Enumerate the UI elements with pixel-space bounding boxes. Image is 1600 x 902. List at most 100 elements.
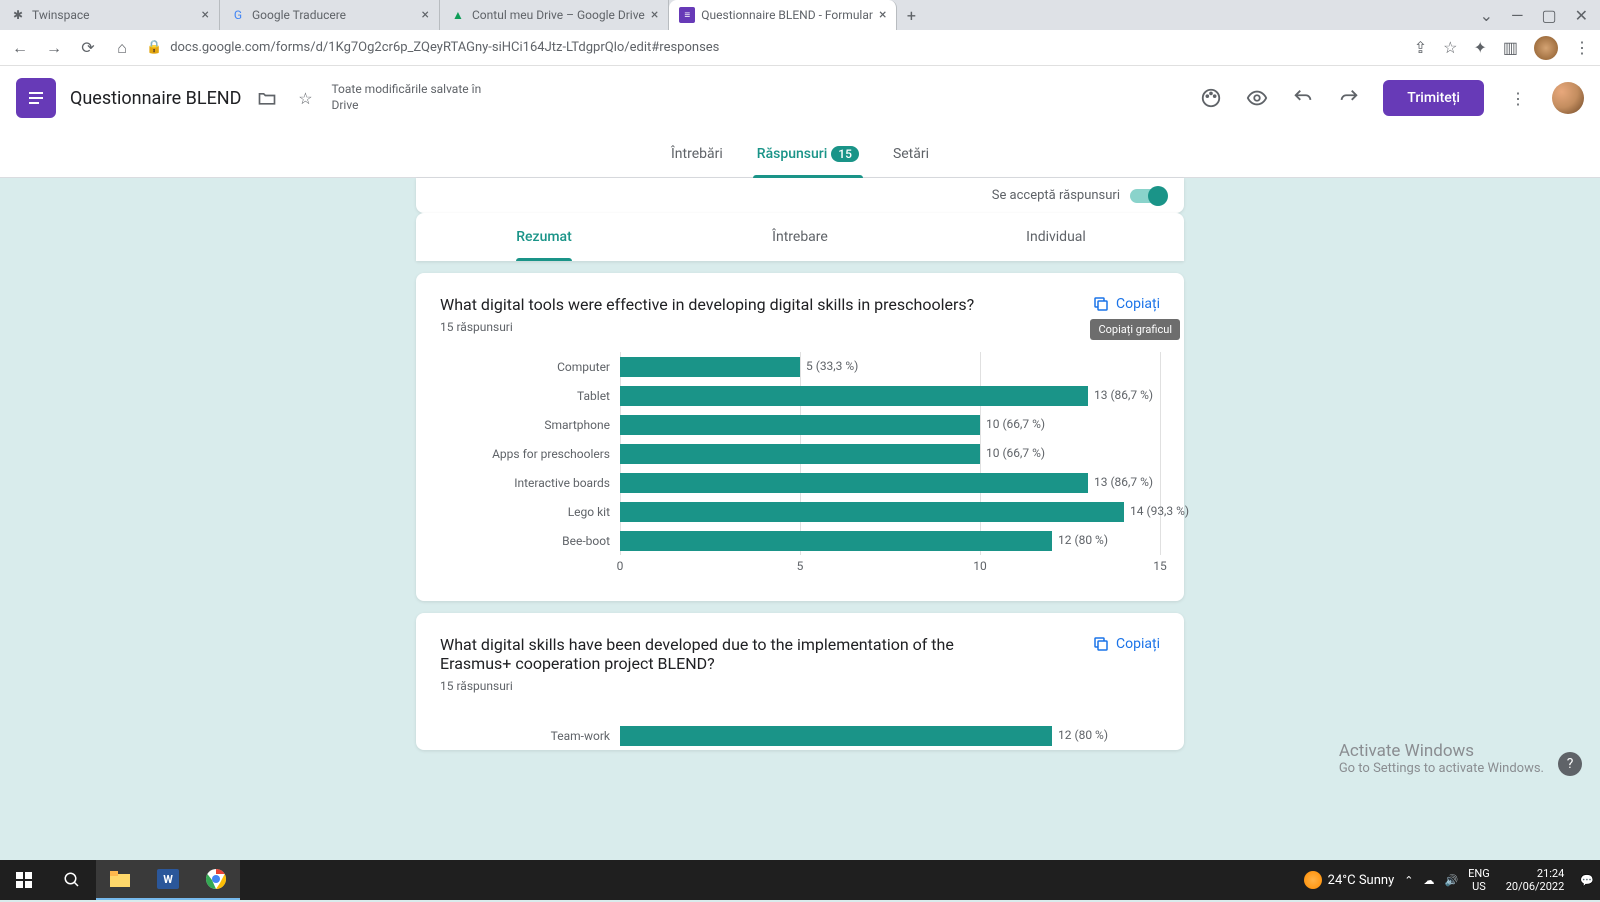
main-tabs: Întrebări Răspunsuri 15 Setări <box>0 130 1600 178</box>
tab-title: Questionnaire BLEND - Formular <box>701 8 873 22</box>
address-bar: ← → ⟳ ⌂ 🔒 docs.google.com/forms/d/1Kg7Og… <box>0 30 1600 66</box>
star-icon[interactable]: ☆ <box>293 86 317 110</box>
question-card: What digital skills have been developed … <box>416 613 1184 750</box>
browser-tab-strip: ✱ Twinspace × G Google Traducere × ▲ Con… <box>0 0 1600 30</box>
redo-icon[interactable] <box>1337 86 1361 110</box>
weather-widget[interactable]: 24°C Sunny <box>1304 871 1395 889</box>
close-icon[interactable]: × <box>422 7 429 23</box>
tab-title: Twinspace <box>32 8 196 22</box>
profile-avatar[interactable] <box>1534 36 1558 60</box>
responses-badge: 15 <box>831 146 859 162</box>
subtab-question[interactable]: Întrebare <box>672 213 928 261</box>
search-icon[interactable] <box>48 860 96 900</box>
close-icon[interactable]: × <box>651 7 658 23</box>
extensions-icon[interactable]: ✦ <box>1473 38 1486 57</box>
bar-fill <box>620 531 1052 551</box>
more-icon[interactable]: ⋮ <box>1506 86 1530 110</box>
bar-value-label: 13 (86,7 %) <box>1094 388 1153 402</box>
copy-button[interactable]: Copiați <box>1092 295 1160 313</box>
copy-button[interactable]: Copiați <box>1092 635 1160 653</box>
undo-icon[interactable] <box>1291 86 1315 110</box>
forward-icon[interactable]: → <box>44 38 64 58</box>
bar-value-label: 13 (86,7 %) <box>1094 475 1153 489</box>
copy-icon <box>1092 635 1110 653</box>
response-subtabs: Rezumat Întrebare Individual <box>416 213 1184 261</box>
bar-label: Team-work <box>440 729 620 743</box>
minimize-icon[interactable]: — <box>1511 6 1524 25</box>
content-area: Se acceptă răspunsuri Rezumat Întrebare … <box>0 178 1600 902</box>
axis-tick: 15 <box>1153 559 1167 573</box>
bar-fill <box>620 473 1088 493</box>
language-indicator[interactable]: ENGUS <box>1468 867 1490 893</box>
browser-tab[interactable]: ✱ Twinspace × <box>0 0 220 30</box>
subtab-individual[interactable]: Individual <box>928 213 1184 261</box>
maximize-icon[interactable]: ▢ <box>1541 6 1556 25</box>
palette-icon[interactable] <box>1199 86 1223 110</box>
start-button[interactable] <box>0 860 48 900</box>
account-avatar[interactable] <box>1552 82 1584 114</box>
subtab-summary[interactable]: Rezumat <box>416 213 672 261</box>
browser-tab[interactable]: G Google Traducere × <box>220 0 440 30</box>
onedrive-icon[interactable]: ☁ <box>1423 874 1434 887</box>
bar-value-label: 12 (80 %) <box>1058 728 1108 742</box>
help-icon[interactable]: ? <box>1558 752 1582 776</box>
browser-tab[interactable]: ▲ Contul meu Drive – Google Drive × <box>440 0 669 30</box>
lock-icon: 🔒 <box>146 40 162 55</box>
axis-tick: 10 <box>973 559 987 573</box>
bar-label: Tablet <box>440 389 620 403</box>
home-icon[interactable]: ⌂ <box>112 38 132 58</box>
response-count: 15 răspunsuri <box>440 679 1000 693</box>
send-button[interactable]: Trimiteți <box>1383 80 1484 116</box>
activate-windows-watermark: Activate Windows Go to Settings to activ… <box>1339 741 1544 776</box>
tab-settings[interactable]: Setări <box>889 130 933 178</box>
url-field[interactable]: 🔒 docs.google.com/forms/d/1Kg7Og2cr6p_ZQ… <box>146 40 1400 55</box>
share-icon[interactable]: ⇪ <box>1414 38 1427 57</box>
new-tab-button[interactable]: + <box>897 6 925 25</box>
question-title: What digital tools were effective in dev… <box>440 295 974 314</box>
bar-value-label: 14 (93,3 %) <box>1130 504 1189 518</box>
tab-responses[interactable]: Răspunsuri 15 <box>753 130 863 178</box>
chrome-icon[interactable] <box>192 860 240 900</box>
reload-icon[interactable]: ⟳ <box>78 38 98 57</box>
tab-title: Contul meu Drive – Google Drive <box>472 8 645 22</box>
notifications-icon[interactable]: 💬 <box>1580 874 1594 887</box>
forms-logo-icon[interactable] <box>16 78 56 118</box>
bar-fill <box>620 502 1124 522</box>
sidepanel-icon[interactable]: ▥ <box>1503 38 1518 57</box>
bar-label: Lego kit <box>440 505 620 519</box>
preview-icon[interactable] <box>1245 86 1269 110</box>
tab-favicon: ▲ <box>450 7 466 23</box>
bar-value-label: 10 (66,7 %) <box>986 446 1045 460</box>
close-icon[interactable]: × <box>202 7 209 23</box>
copy-icon <box>1092 295 1110 313</box>
copy-chart-tooltip: Copiați graficul <box>1090 319 1180 340</box>
chevron-up-icon[interactable]: ⌃ <box>1404 874 1413 887</box>
question-title: What digital skills have been developed … <box>440 635 1000 673</box>
accepting-toggle[interactable] <box>1130 189 1166 203</box>
close-icon[interactable]: × <box>879 7 886 23</box>
document-title[interactable]: Questionnaire BLEND <box>70 88 241 109</box>
axis-tick: 5 <box>797 559 804 573</box>
save-status: Toate modificările salvate în Drive <box>331 82 481 113</box>
accepting-responses-row: Se acceptă răspunsuri <box>416 178 1184 213</box>
folder-icon[interactable] <box>255 86 279 110</box>
tab-questions[interactable]: Întrebări <box>667 130 727 178</box>
volume-icon[interactable]: 🔊 <box>1444 874 1458 887</box>
back-icon[interactable]: ← <box>10 38 30 58</box>
word-icon[interactable]: W <box>144 860 192 900</box>
bar-fill <box>620 415 980 435</box>
bar-fill <box>620 386 1088 406</box>
tab-favicon: ✱ <box>10 7 26 23</box>
bar-fill <box>620 357 800 377</box>
bar-value-label: 5 (33,3 %) <box>806 359 858 373</box>
explorer-icon[interactable] <box>96 860 144 900</box>
close-window-icon[interactable]: ✕ <box>1575 6 1588 25</box>
chevron-down-icon[interactable]: ⌄ <box>1480 6 1493 25</box>
browser-tab-active[interactable]: ≡ Questionnaire BLEND - Formular × <box>669 0 897 30</box>
bar-value-label: 12 (80 %) <box>1058 533 1108 547</box>
url-text: docs.google.com/forms/d/1Kg7Og2cr6p_ZQey… <box>170 40 719 55</box>
sun-icon <box>1304 871 1322 889</box>
menu-icon[interactable]: ⋮ <box>1574 38 1590 57</box>
star-icon[interactable]: ☆ <box>1443 38 1457 57</box>
clock[interactable]: 21:2420/06/2022 <box>1500 867 1571 893</box>
